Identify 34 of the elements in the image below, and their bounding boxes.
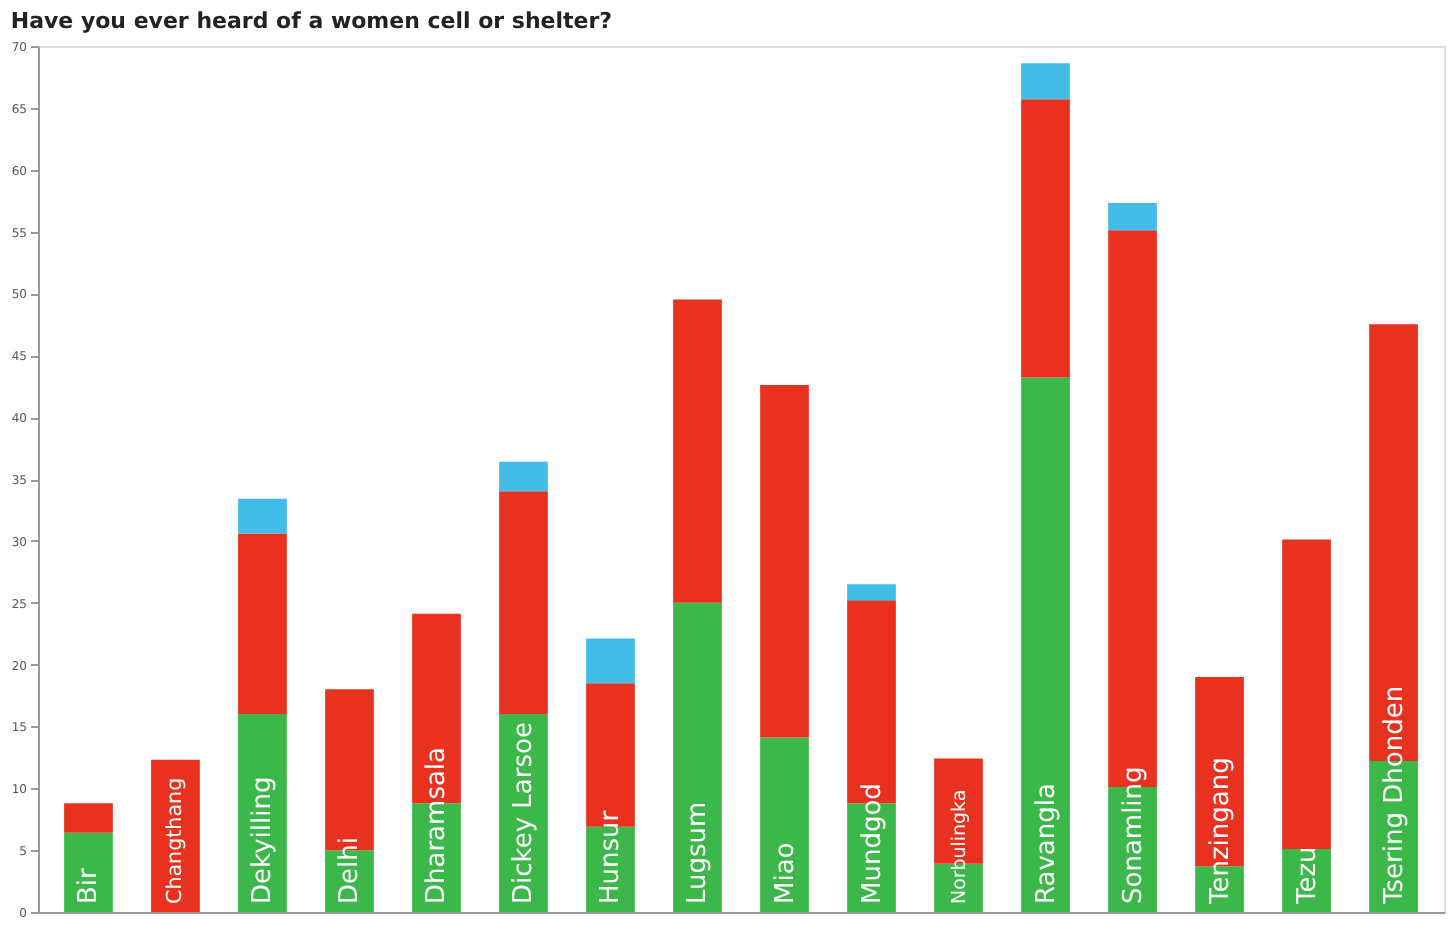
bar bbox=[238, 498, 287, 534]
x-tick-label: Changthang bbox=[163, 777, 188, 904]
bar bbox=[673, 299, 722, 603]
x-tick-label: Bir bbox=[74, 866, 105, 904]
x-tick-label: Tsering Dhonden bbox=[1379, 685, 1410, 906]
x-tick-label: Dekyilling bbox=[248, 776, 279, 904]
x-tick-label: Lugsum bbox=[683, 801, 714, 904]
bar bbox=[64, 832, 113, 912]
x-tick-label: Dharamsala bbox=[422, 746, 453, 904]
x-tick-label: Tenzingang bbox=[1205, 757, 1236, 906]
x-tick-label: Ravangla bbox=[1031, 783, 1062, 904]
bar bbox=[1282, 539, 1331, 849]
bar bbox=[673, 602, 722, 912]
bar bbox=[847, 584, 896, 601]
bar bbox=[760, 384, 809, 738]
x-tick-label: Dickey Larsoe bbox=[509, 722, 540, 904]
x-tick-label: Sonamling bbox=[1118, 766, 1149, 904]
x-tick-label: Delhi bbox=[335, 837, 366, 904]
bar bbox=[64, 803, 113, 833]
bar bbox=[238, 533, 287, 715]
bar bbox=[1108, 203, 1157, 231]
x-tick-label: Norbulingka bbox=[948, 789, 971, 904]
bar bbox=[1021, 63, 1070, 100]
x-tick-label: Miao bbox=[770, 842, 801, 904]
bar bbox=[499, 461, 548, 492]
bar bbox=[1021, 99, 1070, 378]
x-tick-label: Hunsur bbox=[596, 809, 627, 904]
bar bbox=[760, 737, 809, 912]
x-tick-label: Mundgod bbox=[857, 783, 888, 904]
chart-title: Have you ever heard of a women cell or shelter? bbox=[10, 8, 613, 34]
bar bbox=[499, 491, 548, 715]
bar bbox=[586, 638, 635, 684]
x-tick-label: Tezu bbox=[1292, 846, 1323, 906]
bar bbox=[1021, 377, 1070, 912]
